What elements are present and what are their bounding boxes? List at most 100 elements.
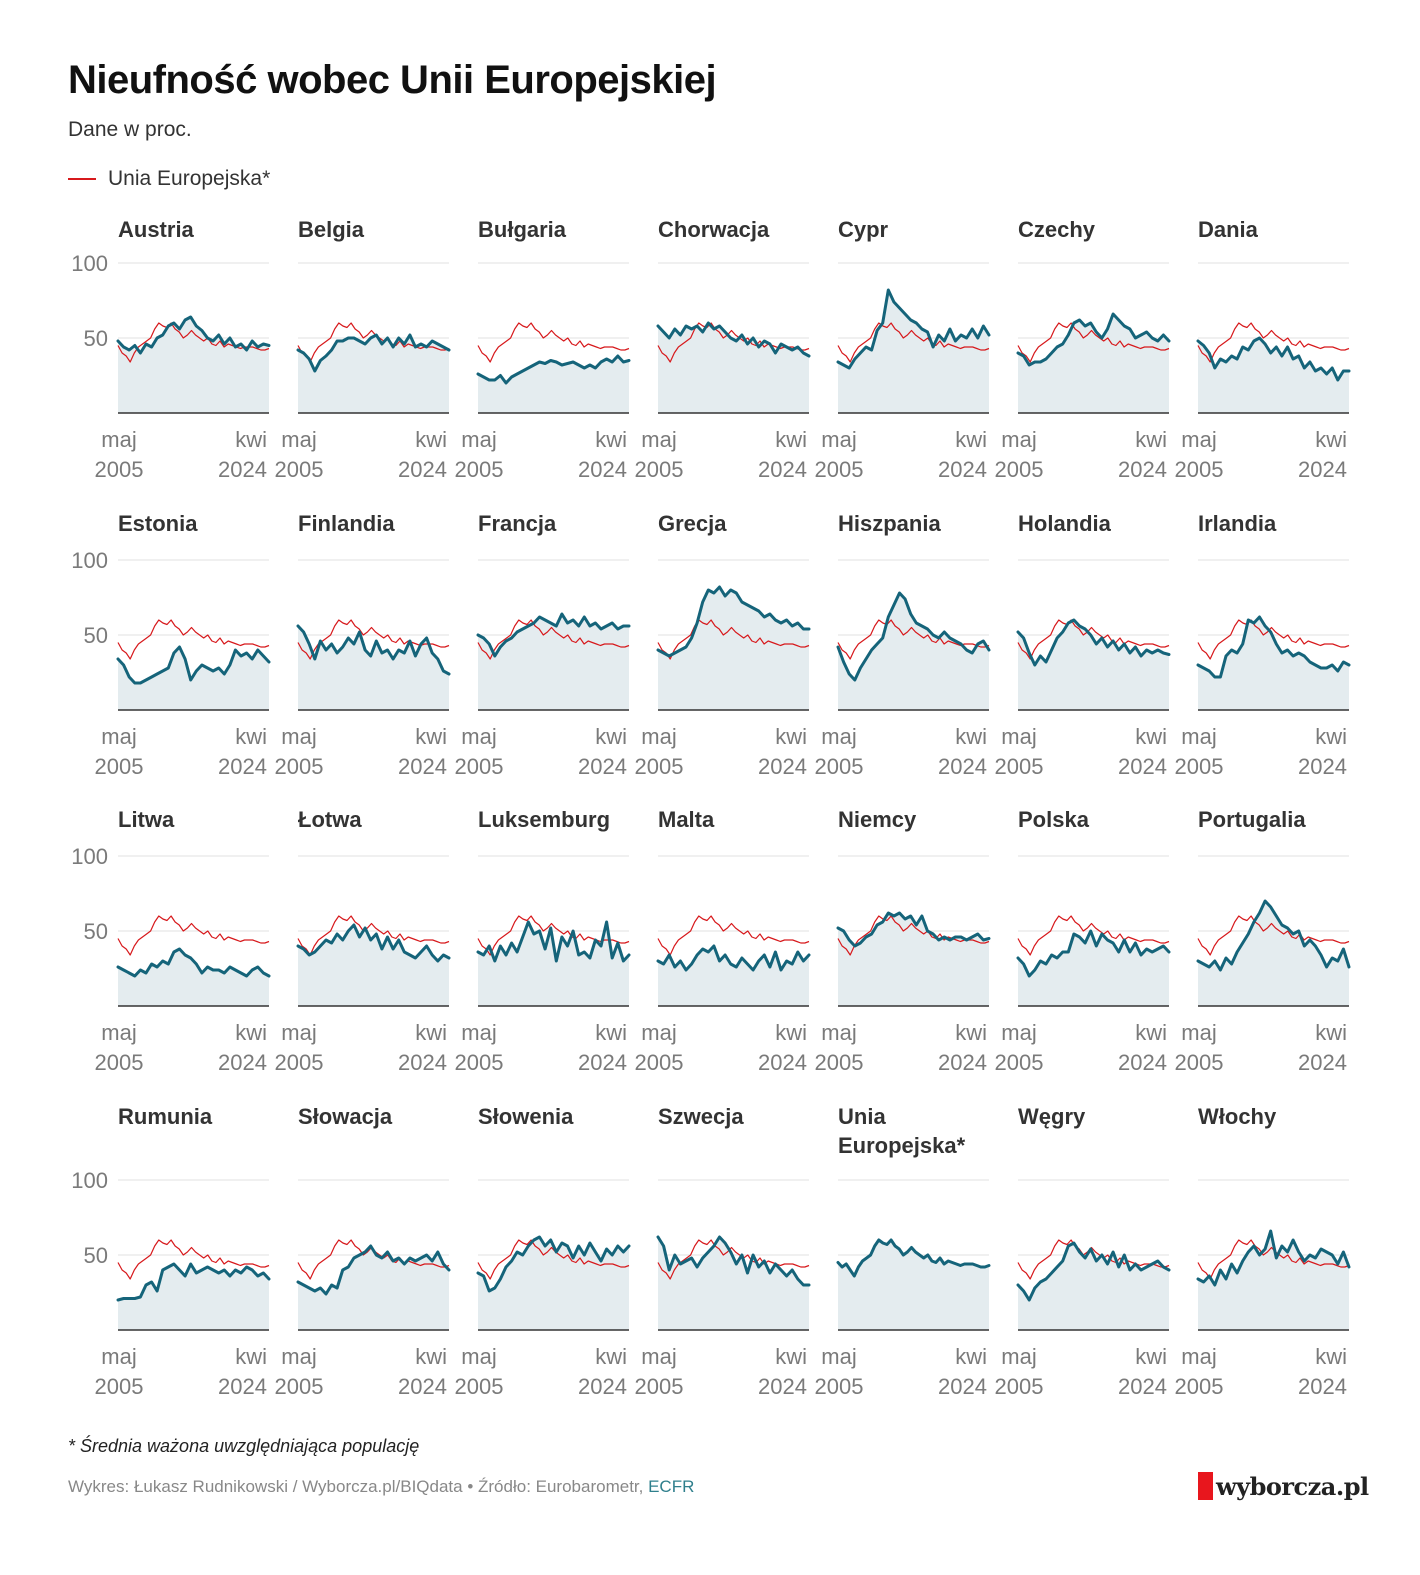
eu-reference-line (1017, 915, 1170, 956)
panel-11: Grecja maj 2005 kwi 2024 (635, 511, 811, 779)
panel-20: Polska maj 2005 kwi 2024 (995, 807, 1171, 1075)
wyborcza-logo[interactable]: wyborcza.pl (1198, 1470, 1369, 1502)
area-11 (658, 587, 809, 710)
area-1 (118, 317, 269, 413)
x-tick-end-year: 2024 (758, 754, 807, 779)
eu-reference-line (297, 322, 450, 363)
series-line-11 (656, 585, 811, 658)
panel-title: Hiszpania (838, 511, 941, 536)
x-tick-start-month: maj (1181, 427, 1216, 452)
y-tick-label: 100 (71, 251, 108, 276)
x-tick-end-month: kwi (955, 427, 987, 452)
panel-title-line: Cypr (838, 217, 889, 242)
x-tick-end-month: kwi (775, 724, 807, 749)
area-16 (298, 925, 449, 1006)
eu-reference-line (657, 915, 810, 956)
panel-27: Węgry maj 2005 kwi 2024 (995, 1104, 1171, 1399)
panel-5: Cypr maj 2005 kwi 2024 (815, 217, 991, 482)
panel-title: Niemcy (838, 807, 917, 832)
x-tick-start-year: 2005 (635, 1374, 684, 1399)
x-tick-end-year: 2024 (1118, 754, 1167, 779)
panel-title: Słowacja (298, 1104, 393, 1129)
x-tick-start-year: 2005 (455, 1050, 504, 1075)
x-tick-start-year: 2005 (995, 457, 1044, 482)
panel-title-line: Szwecja (658, 1104, 744, 1129)
x-tick-start-year: 2005 (1175, 754, 1224, 779)
panel-21: Portugalia maj 2005 kwi 2024 (1175, 807, 1351, 1075)
eu-reference-line (117, 915, 270, 956)
x-tick-end-month: kwi (415, 427, 447, 452)
eu-reference-line (657, 1239, 810, 1280)
panel-title: Czechy (1018, 217, 1096, 242)
x-tick-end-month: kwi (415, 1020, 447, 1045)
eu-reference-line (1197, 322, 1350, 363)
panel-title-line: Francja (478, 511, 557, 536)
x-tick-start-year: 2005 (815, 754, 864, 779)
source-link-ecfr[interactable]: ECFR (648, 1477, 695, 1496)
panel-title-line: Irlandia (1198, 511, 1277, 536)
x-tick-start-month: maj (461, 427, 496, 452)
x-tick-end-year: 2024 (578, 1374, 627, 1399)
series-line-9 (296, 624, 451, 676)
area-24 (478, 1237, 629, 1330)
area-19 (838, 913, 989, 1006)
x-tick-start-year: 2005 (95, 1374, 144, 1399)
panel-15: Litwa 100 50 maj 2005 kwi 2024 (71, 807, 271, 1075)
eu-reference-line (477, 322, 630, 363)
series-line-16 (296, 923, 451, 963)
x-tick-start-year: 2005 (635, 457, 684, 482)
panel-6: Czechy maj 2005 kwi 2024 (995, 217, 1171, 482)
x-tick-end-month: kwi (955, 724, 987, 749)
x-tick-start-month: maj (101, 724, 136, 749)
panel-14: Irlandia maj 2005 kwi 2024 (1175, 511, 1351, 779)
panel-title: Holandia (1018, 511, 1112, 536)
x-tick-start-month: maj (101, 427, 136, 452)
x-tick-end-year: 2024 (938, 1050, 987, 1075)
eu-reference-line (1017, 322, 1170, 363)
panel-9: Finlandia maj 2005 kwi 2024 (275, 511, 451, 779)
x-tick-start-year: 2005 (1175, 1050, 1224, 1075)
y-tick-label: 50 (84, 326, 108, 351)
panel-12: Hiszpania maj 2005 kwi 2024 (815, 511, 991, 779)
x-tick-start-month: maj (1181, 724, 1216, 749)
series-line-27 (1016, 1241, 1171, 1302)
y-tick-label: 50 (84, 1243, 108, 1268)
panel-title-line: Belgia (298, 217, 365, 242)
eu-reference-line (657, 619, 810, 660)
series-line-6 (1016, 312, 1171, 367)
x-tick-start-year: 2005 (275, 457, 324, 482)
x-tick-end-year: 2024 (1298, 1374, 1347, 1399)
x-tick-end-year: 2024 (758, 1050, 807, 1075)
panel-title: Austria (118, 217, 195, 242)
eu-reference-line (477, 1239, 630, 1280)
series-line-7 (1196, 336, 1351, 382)
area-22 (118, 1264, 269, 1330)
x-tick-start-month: maj (821, 427, 856, 452)
x-tick-start-month: maj (461, 1344, 496, 1369)
eu-reference-line (657, 322, 810, 363)
x-tick-start-month: maj (1181, 1344, 1216, 1369)
credits-text: Wykres: Łukasz Rudnikowski / Wyborcza.pl… (68, 1477, 649, 1496)
x-tick-start-month: maj (101, 1020, 136, 1045)
panel-1: Austria 100 50 maj 2005 kwi 2024 (71, 217, 271, 482)
panel-title: Litwa (118, 807, 175, 832)
x-tick-end-year: 2024 (938, 754, 987, 779)
area-25 (658, 1237, 809, 1330)
area-2 (298, 335, 449, 413)
series-line-24 (476, 1235, 631, 1293)
series-line-5 (836, 288, 991, 370)
x-tick-start-year: 2005 (995, 754, 1044, 779)
x-tick-end-month: kwi (1135, 724, 1167, 749)
eu-reference-line (837, 322, 990, 363)
x-tick-start-month: maj (641, 1020, 676, 1045)
series-line-21 (1196, 899, 1351, 972)
x-tick-start-month: maj (1001, 724, 1036, 749)
panel-title: Rumunia (118, 1104, 213, 1129)
x-tick-start-month: maj (281, 1344, 316, 1369)
x-tick-start-month: maj (821, 724, 856, 749)
panel-title-line: Bułgaria (478, 217, 567, 242)
x-tick-start-month: maj (281, 1020, 316, 1045)
area-3 (478, 356, 629, 413)
x-tick-end-month: kwi (955, 1344, 987, 1369)
area-27 (1018, 1243, 1169, 1330)
